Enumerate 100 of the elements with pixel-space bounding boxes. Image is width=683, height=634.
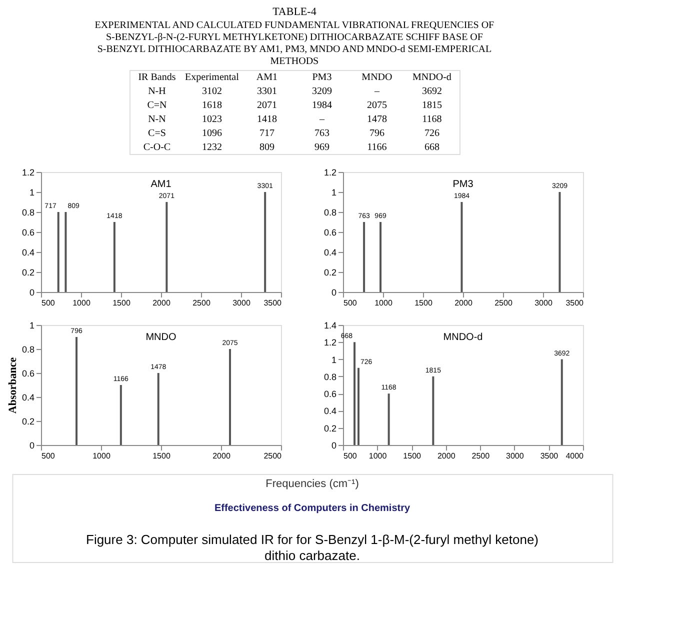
text: N-N (148, 114, 166, 125)
bar (388, 394, 390, 445)
bar (460, 202, 463, 292)
text: 796 (369, 128, 384, 139)
y-tick-label: 1.4 (324, 320, 336, 330)
text: 969 (314, 142, 330, 153)
x-tick-label: 2000 (212, 452, 231, 460)
caption: Figure 3: Computer simulated IR for for S-Benzyl 1-β-M-(2-furyl methyl ketone) dithio carbazate. (86, 532, 539, 563)
x-tick-label: 3000 (534, 298, 553, 308)
text: TABLE-4 (272, 6, 317, 18)
x-tick-label: 1000 (368, 452, 388, 460)
text: C=N (147, 100, 167, 111)
text: 809 (259, 142, 274, 153)
text: 668 (424, 142, 440, 153)
text: MNDO (146, 332, 176, 343)
y-tick-label: 0.6 (22, 368, 34, 378)
text: Effectiveness of Computers in Chemistry (214, 503, 410, 514)
text: 2075 (366, 100, 387, 111)
y-tick-label: 1 (29, 188, 34, 198)
text: 1478 (366, 114, 387, 125)
x-tick-label: 2500 (264, 452, 282, 460)
x-tick-label: 2000 (152, 298, 171, 308)
text: 1618 (202, 100, 222, 111)
y-tick-label: 0.6 (324, 228, 336, 238)
category-label: MNDO (362, 72, 392, 83)
y-tick-label: 0.4 (324, 406, 336, 416)
bar (380, 222, 382, 292)
text: 726 (424, 128, 440, 139)
text: 1023 (202, 114, 222, 125)
y-tick-label: 0.6 (22, 228, 34, 238)
y-tick-label: 0 (331, 440, 336, 450)
text: 1096 (202, 128, 222, 139)
text: Frequencies (cm⁻¹) (266, 478, 359, 490)
text: 717 (259, 128, 274, 139)
y-tick-label: 0.8 (22, 344, 34, 354)
text: 1166 (367, 142, 387, 153)
y-tick-label: 1.2 (324, 168, 336, 178)
text: 3301 (256, 86, 277, 97)
x-tick-label: 3000 (506, 452, 524, 460)
y-axis-title: Absorbance (6, 357, 19, 414)
text: 1984 (312, 100, 332, 111)
text: 3102 (202, 86, 222, 97)
bar (354, 342, 356, 445)
x-tick-label: 2500 (192, 298, 211, 308)
bar (363, 222, 366, 292)
text: – (373, 86, 380, 97)
y-tick-label: 0.2 (324, 268, 336, 278)
y-tick-label: 1.2 (22, 168, 34, 178)
y-tick-label: 0.8 (324, 208, 336, 218)
bar (560, 359, 563, 445)
text: EXPERIMENTAL AND CALCULATED FUNDAMENTAL VIBRATIONAL FREQUENCIES OF S-BENZYL-β-N-(2-FURYL METHYLKETONE) DITHIOCARBAZATE SCHIFF BASE OF S-BENZYL DITHIOCARBAZATE BY AM1, PM3, MNDO AND MNDO-d SEMI-EMPERICAL METHODS (94, 20, 495, 67)
y-tick-label: 0.4 (324, 248, 336, 258)
bar (558, 192, 561, 292)
y-tick-label: 0 (331, 288, 336, 298)
text: 763 (314, 128, 330, 139)
bar (120, 385, 122, 445)
category-label: PM3 (312, 72, 332, 83)
y-tick-label: 0.8 (22, 208, 34, 218)
text: – (318, 114, 326, 125)
category-label: Experimental (185, 72, 240, 83)
x-tick-label: 2500 (472, 452, 490, 460)
bar (357, 368, 360, 445)
text: AM1 (150, 179, 172, 190)
bar (157, 373, 160, 445)
bar (432, 376, 434, 445)
x-tick-label: 500 (344, 452, 358, 460)
y-tick-label: 0.2 (22, 416, 34, 426)
text: 3209 (312, 86, 332, 97)
y-tick-label: 0.2 (22, 268, 34, 278)
y-tick-label: 0.2 (324, 423, 336, 434)
x-tick-label: 500 (42, 452, 56, 460)
x-tick-label: 3500 (540, 452, 559, 460)
y-tick-label: 0.8 (324, 372, 336, 382)
y-tick-label: 1 (331, 354, 336, 365)
text: MNDO-d (443, 332, 483, 343)
text: 2071 (256, 100, 277, 111)
text: PM3 (452, 179, 474, 190)
x-tick-label: 3500 (264, 298, 282, 308)
y-tick-label: 1 (29, 320, 34, 330)
bar (229, 349, 231, 445)
text: C-O-C (143, 142, 171, 153)
text: C=S (148, 128, 166, 139)
text: N-H (148, 86, 166, 97)
y-tick-label: 1.2 (324, 338, 336, 348)
text: 1168 (422, 114, 442, 125)
text: 1418 (256, 114, 277, 125)
category-label: AM1 (256, 72, 278, 83)
y-tick-label: 0 (29, 288, 34, 298)
category-label: IR Bands (138, 72, 176, 83)
x-tick-label: 2000 (437, 452, 456, 460)
x-tick-label: 500 (42, 298, 56, 308)
y-tick-label: 0 (29, 440, 34, 450)
x-tick-label: 1500 (152, 452, 171, 460)
x-tick-label: 1000 (92, 452, 111, 460)
x-tick-label: 3500 (566, 298, 584, 308)
x-tick-label: 1500 (112, 298, 131, 308)
x-tick-label: 1000 (374, 298, 393, 308)
text: 3692 (422, 86, 442, 97)
category-label: MNDO-d (412, 72, 452, 83)
x-tick-label: 1500 (403, 452, 422, 460)
